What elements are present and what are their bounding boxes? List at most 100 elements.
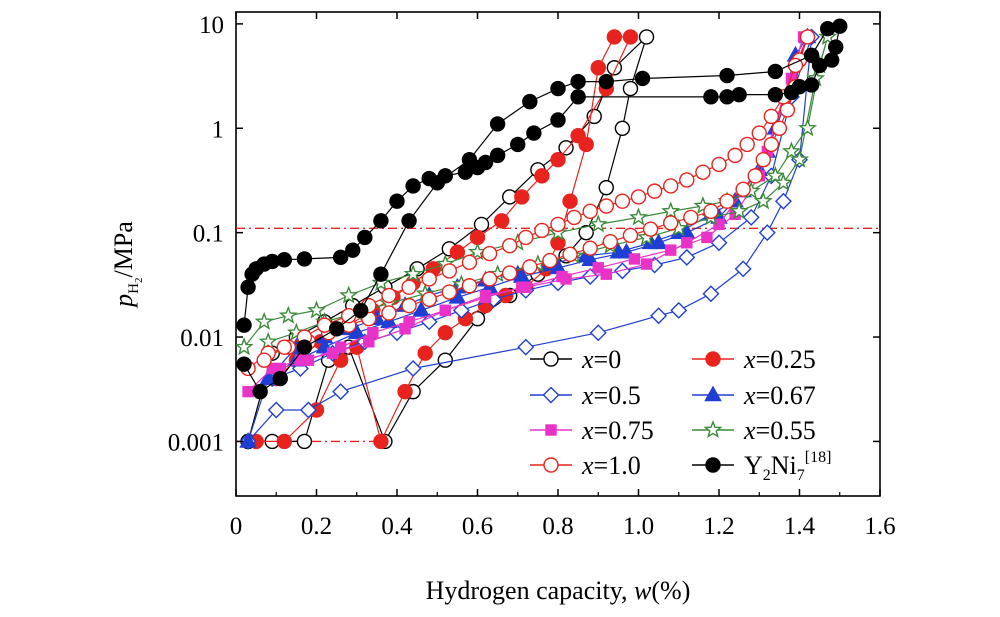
data-point	[803, 47, 820, 64]
data-point	[389, 193, 405, 209]
data-point	[332, 383, 350, 401]
data-point	[334, 341, 347, 353]
series-1	[248, 29, 639, 450]
data-point	[581, 250, 599, 267]
legend-item: Y2Ni7[18]	[692, 449, 831, 484]
legend-item: x=0.67	[692, 381, 816, 410]
data-point	[417, 345, 433, 361]
data-point	[828, 39, 844, 55]
x-tick-label: 0.8	[542, 513, 573, 540]
data-point	[477, 154, 494, 171]
data-point	[570, 89, 586, 105]
data-point	[489, 116, 506, 132]
data-point	[570, 127, 586, 144]
y-axis-label-subsub: 2	[133, 278, 145, 284]
data-point	[441, 263, 458, 279]
y-tick-label: 1	[212, 116, 225, 143]
data-point	[299, 401, 317, 419]
data-point	[302, 354, 315, 366]
data-point	[798, 118, 818, 137]
data-point	[799, 29, 816, 45]
legend-item: x=0	[530, 345, 621, 374]
x-tick-label: 1.2	[703, 513, 734, 540]
legend-marker	[542, 386, 560, 404]
legend-eq: =0.55	[756, 416, 816, 445]
legend-label: Y2Ni7[18]	[744, 449, 831, 484]
data-point	[755, 151, 771, 168]
data-point	[534, 222, 550, 239]
data-point	[421, 271, 437, 287]
y-tick-label: 0.01	[180, 325, 224, 352]
data-point	[781, 141, 801, 160]
data-point	[328, 321, 345, 337]
data-point	[518, 229, 534, 246]
data-point	[401, 213, 417, 229]
data-point	[663, 178, 679, 194]
data-point	[642, 221, 659, 237]
data-point	[731, 86, 747, 103]
data-point	[598, 73, 614, 90]
data-point	[550, 112, 566, 128]
data-point	[566, 209, 582, 226]
data-point	[449, 244, 466, 260]
data-point	[719, 193, 735, 209]
data-point	[678, 248, 696, 266]
data-point	[729, 201, 749, 220]
data-point	[582, 203, 598, 220]
legend: x=0 x=0.25x=0.5 x=0.67x=0.75 x=0.55x=1.0 Y2N…	[530, 345, 831, 484]
data-point	[461, 254, 478, 271]
data-point	[437, 352, 453, 368]
legend-y: Y	[744, 451, 763, 480]
data-point	[367, 327, 379, 339]
x-tick-label: 0	[230, 513, 243, 540]
data-point	[771, 120, 788, 136]
data-point	[236, 337, 254, 356]
data-point	[751, 125, 767, 141]
series-layer	[236, 18, 848, 450]
legend-marker	[705, 457, 721, 473]
x-tick-label: 1.4	[784, 513, 816, 540]
legend-var: x	[581, 416, 594, 445]
data-point	[713, 218, 725, 231]
data-point	[353, 302, 369, 319]
legend-label: x=0.75	[581, 416, 654, 445]
data-point	[558, 140, 574, 156]
data-point	[429, 175, 445, 191]
data-point	[824, 52, 840, 68]
data-point	[711, 156, 727, 173]
legend-label: x=0.55	[743, 416, 816, 445]
data-point	[339, 285, 359, 304]
data-point	[489, 147, 506, 164]
axes-layer: 0 0.2 0.4 0.6 0.8 1.0 1.2 1.4 1.6 0.001 0.01 0.1 1 10	[168, 12, 896, 540]
data-point	[665, 244, 677, 256]
legend-eq: =0.75	[594, 416, 654, 445]
data-point	[534, 168, 550, 184]
data-point	[550, 216, 566, 233]
data-point	[683, 209, 699, 226]
data-point	[437, 325, 453, 341]
series-6	[240, 29, 816, 377]
legend-var: x	[581, 451, 594, 480]
data-point	[236, 317, 252, 333]
data-point	[763, 108, 780, 125]
x-tick-label: 0.2	[301, 513, 332, 540]
y-tick-label: 10	[199, 12, 224, 39]
x-tick-label: 1.0	[623, 513, 654, 540]
legend-eq: =0.25	[756, 345, 816, 374]
data-point	[578, 224, 594, 241]
data-point	[661, 201, 681, 220]
data-point	[600, 268, 612, 280]
legend-eq: =1.0	[594, 451, 641, 480]
data-point	[646, 183, 663, 199]
data-point	[381, 305, 397, 321]
x-tick-label: 0.6	[462, 513, 493, 540]
data-point	[404, 359, 422, 377]
x-tick-label: 1.6	[864, 513, 895, 540]
data-point	[278, 305, 298, 324]
data-point	[254, 311, 274, 330]
data-point	[614, 193, 631, 209]
data-point	[695, 164, 711, 180]
data-point	[598, 179, 614, 196]
data-point	[481, 271, 498, 287]
data-point	[242, 385, 254, 398]
